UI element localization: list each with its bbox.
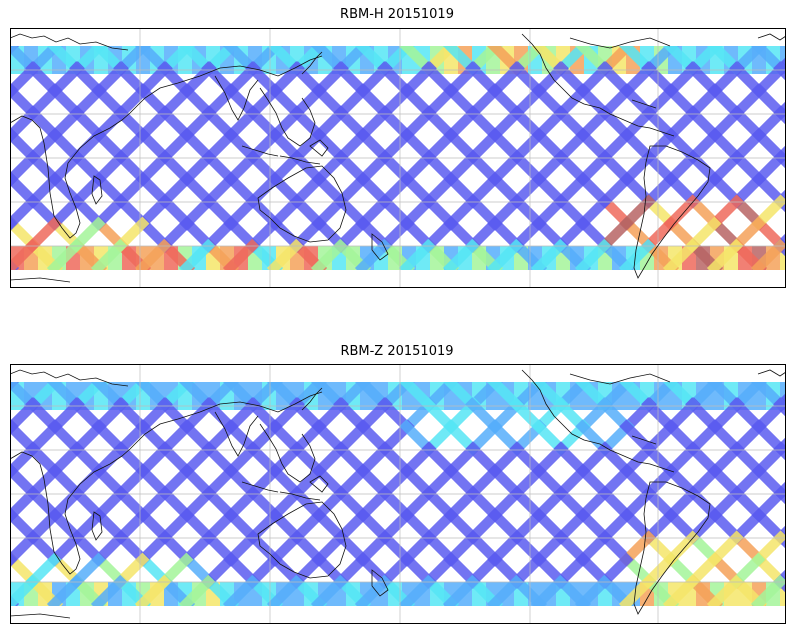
- map-frame: [10, 28, 786, 288]
- graticule: [10, 364, 786, 624]
- panel-title-top: RBM-H 20151019: [340, 7, 454, 22]
- swath-coverage: [10, 374, 786, 612]
- swath-coverage: [10, 38, 786, 276]
- coastlines: [10, 33, 786, 283]
- map-panel-top: [10, 28, 786, 288]
- map-frame: [10, 364, 786, 624]
- panel-title-bottom: RBM-Z 20151019: [340, 344, 454, 359]
- coastlines: [10, 369, 786, 619]
- graticule: [10, 28, 786, 288]
- map-panel-bottom: [10, 364, 786, 624]
